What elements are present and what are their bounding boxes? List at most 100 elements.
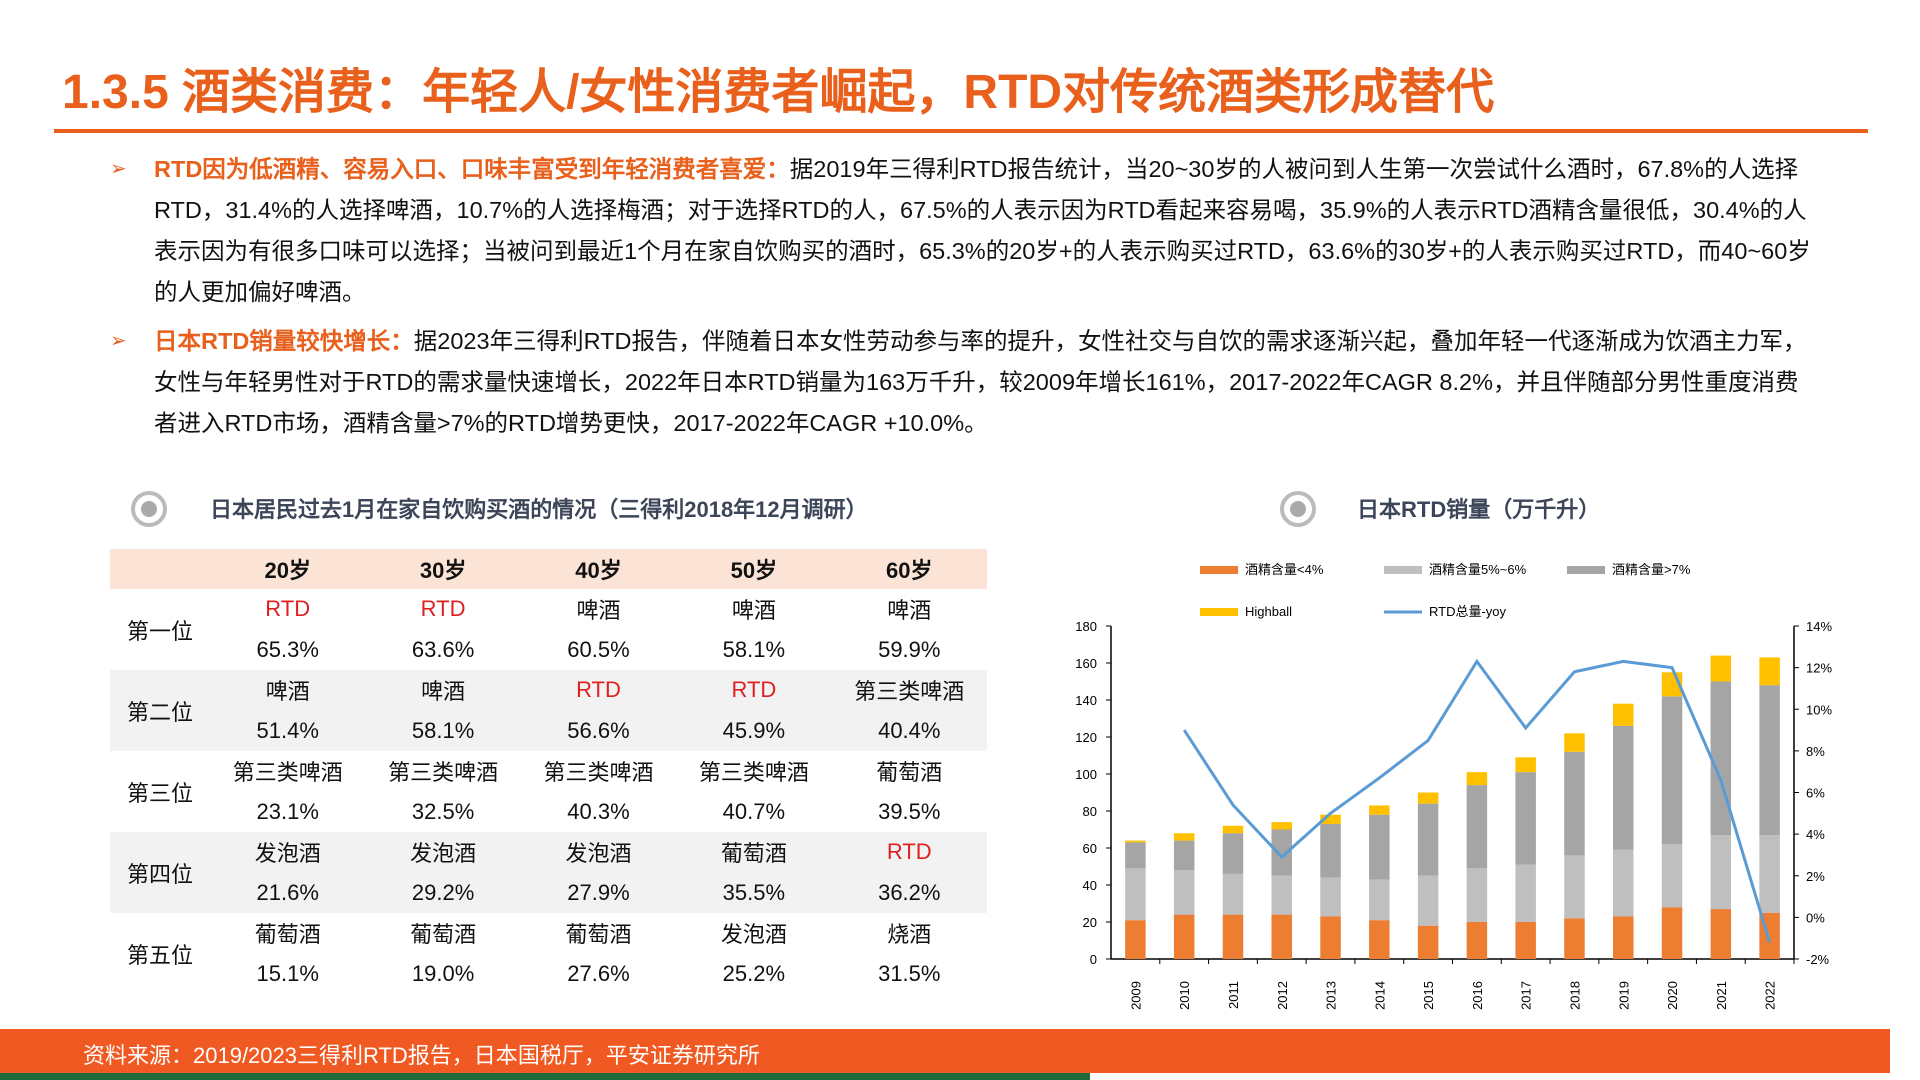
bar-2-2009 bbox=[1125, 842, 1146, 869]
bar-1-2019 bbox=[1613, 849, 1634, 917]
table-row-values: 23.1% 32.5% 40.3% 40.7% 39.5% bbox=[110, 792, 987, 833]
bullet-highlight: 日本RTD销量较快增长： bbox=[154, 328, 414, 354]
bar-2-2021 bbox=[1710, 681, 1732, 836]
table-row-values: 65.3% 63.6% 60.5% 58.1% 59.9% bbox=[110, 630, 987, 671]
x-tick-label: 2013 bbox=[1324, 981, 1339, 1010]
y-tick-label: 100 bbox=[1075, 767, 1097, 782]
bar-3-2012 bbox=[1271, 822, 1292, 830]
footer-bar: 资料来源：2019/2023三得利RTD报告，日本国税厅，平安证券研究所 bbox=[0, 1029, 1890, 1073]
y2-tick-label: 2% bbox=[1806, 869, 1825, 884]
bar-1-2020 bbox=[1661, 844, 1683, 908]
drink-name: 葡萄酒 bbox=[676, 832, 832, 873]
drink-name: 葡萄酒 bbox=[410, 922, 477, 948]
y-tick-label: 60 bbox=[1083, 841, 1097, 856]
bar-0-2012 bbox=[1271, 914, 1292, 959]
x-tick-label: 2018 bbox=[1567, 981, 1582, 1010]
source-note: 资料来源：2019/2023三得利RTD报告，日本国税厅，平安证券研究所 bbox=[83, 1043, 760, 1068]
rtd-sales-chart: 0 20 40 60 80 100 120 140 160 180 -2% 0% 2% 4% 6% 8% 10%… bbox=[1075, 562, 1832, 1010]
table-row: 第一位 RTD RTD 啤酒 啤酒 啤酒 bbox=[110, 589, 987, 643]
drink-name: 烧酒 bbox=[887, 922, 932, 948]
share-value: 23.1% bbox=[256, 798, 319, 824]
drink-name: 第三类啤酒 bbox=[388, 760, 499, 786]
y2-tick-label: 10% bbox=[1806, 702, 1832, 717]
title-divider bbox=[54, 129, 1868, 133]
bar-1-2018 bbox=[1564, 855, 1585, 919]
y2-tick-label: -2% bbox=[1806, 952, 1830, 967]
bar-1-2013 bbox=[1320, 877, 1341, 917]
x-tick-label: 2014 bbox=[1372, 981, 1387, 1010]
table-row-values: 15.1% 19.0% 27.6% 25.2% 31.5% bbox=[110, 954, 987, 995]
y2-tick-label: 6% bbox=[1806, 786, 1825, 801]
legend-label: 酒精含量>7% bbox=[1612, 562, 1691, 577]
bar-0-2014 bbox=[1369, 920, 1390, 959]
share-value: 15.1% bbox=[256, 960, 319, 986]
bar-1-2015 bbox=[1417, 875, 1439, 926]
footer-accent-line bbox=[0, 1073, 1090, 1080]
bar-3-2011 bbox=[1222, 825, 1244, 834]
bar-2-2022 bbox=[1759, 685, 1780, 836]
drink-name: 第三类啤酒 bbox=[831, 670, 987, 711]
column-header: 60岁 bbox=[831, 549, 987, 589]
rank-label: 第二位 bbox=[110, 670, 210, 751]
drink-name: RTD bbox=[676, 670, 832, 711]
share-value: 36.2% bbox=[831, 872, 987, 913]
bar-0-2017 bbox=[1515, 922, 1536, 959]
y-tick-label: 80 bbox=[1083, 804, 1097, 819]
x-tick-label: 2017 bbox=[1519, 981, 1534, 1010]
bar-3-2013 bbox=[1320, 814, 1341, 824]
x-tick-label: 2021 bbox=[1714, 981, 1729, 1010]
yoy-line bbox=[1182, 658, 1772, 943]
x-tick-label: 2012 bbox=[1275, 981, 1290, 1010]
share-value: 40.7% bbox=[722, 798, 786, 824]
bar-0-2016 bbox=[1466, 922, 1488, 959]
drink-name: 啤酒 bbox=[731, 598, 776, 624]
bar-3-2014 bbox=[1369, 805, 1390, 815]
bar-0-2015 bbox=[1417, 925, 1439, 959]
bar-2-2020 bbox=[1661, 696, 1683, 845]
bar-2-2013 bbox=[1320, 823, 1341, 878]
drink-name: 第三类啤酒 bbox=[232, 760, 343, 786]
bar-2-2015 bbox=[1417, 803, 1439, 876]
drink-name: 发泡酒 bbox=[720, 922, 787, 948]
bar-3-2009 bbox=[1125, 840, 1146, 843]
legend-swatch-1 bbox=[1384, 566, 1422, 574]
share-value: 58.1% bbox=[365, 710, 521, 751]
table-row-values: 51.4% 58.1% 56.6% 45.9% 40.4% bbox=[110, 710, 987, 751]
bar-1-2016 bbox=[1466, 868, 1488, 922]
drink-name: 第三类啤酒 bbox=[543, 760, 654, 786]
drink-name: 啤酒 bbox=[576, 598, 621, 624]
table-title: 日本居民过去1月在家自饮购买酒的情况（三得利2018年12月调研） bbox=[210, 497, 868, 522]
bar-2-2016 bbox=[1466, 785, 1488, 869]
bar-3-2015 bbox=[1417, 792, 1439, 804]
y2-tick-label: 12% bbox=[1806, 661, 1832, 676]
share-value: 56.6% bbox=[520, 710, 677, 751]
share-value: 19.0% bbox=[411, 960, 475, 986]
share-value: 60.5% bbox=[567, 636, 630, 662]
share-value: 31.5% bbox=[878, 960, 941, 986]
bar-1-2010 bbox=[1173, 870, 1195, 915]
bullet-rtd-young: ➢ RTD因为低酒精、容易入口、口味丰富受到年轻消费者喜爱：据2019年三得利R… bbox=[110, 149, 1820, 313]
bar-3-2021 bbox=[1710, 655, 1732, 682]
y-tick-label: 180 bbox=[1075, 619, 1097, 634]
y-tick-label: 120 bbox=[1075, 730, 1097, 745]
bar-0-2009 bbox=[1125, 920, 1146, 959]
share-value: 27.6% bbox=[567, 960, 630, 986]
table-row: 第三位 第三类啤酒 第三类啤酒 第三类啤酒 第三类啤酒 葡萄酒 bbox=[110, 751, 987, 805]
bullet-text: 据2023年三得利RTD报告，伴随着日本女性劳动参与率的提升，女性社交与自饮的需… bbox=[154, 328, 1807, 436]
share-value: 25.2% bbox=[722, 960, 786, 986]
x-tick-label: 2010 bbox=[1177, 981, 1192, 1010]
bar-2-2018 bbox=[1564, 751, 1585, 856]
drink-name: RTD bbox=[520, 670, 677, 711]
share-value: 21.6% bbox=[210, 872, 366, 913]
bar-2-2017 bbox=[1515, 772, 1536, 865]
drink-name: 发泡酒 bbox=[520, 832, 677, 873]
share-value: 65.3% bbox=[256, 636, 319, 662]
bar-0-2011 bbox=[1222, 914, 1244, 959]
bar-1-2012 bbox=[1271, 875, 1292, 915]
bar-0-2013 bbox=[1320, 916, 1341, 959]
legend-swatch-2 bbox=[1567, 566, 1605, 574]
drink-name: RTD bbox=[265, 596, 311, 622]
column-header: 20岁 bbox=[210, 549, 366, 589]
bar-0-2018 bbox=[1564, 918, 1585, 959]
x-tick-label: 2009 bbox=[1128, 981, 1143, 1010]
